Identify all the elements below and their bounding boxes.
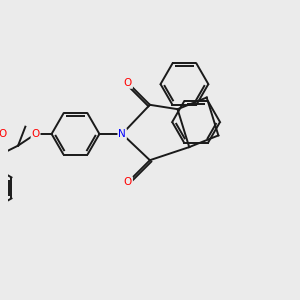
Text: O: O — [32, 129, 40, 139]
Text: O: O — [124, 78, 132, 88]
Text: O: O — [0, 129, 6, 139]
Text: O: O — [124, 177, 132, 187]
Text: N: N — [118, 129, 126, 139]
